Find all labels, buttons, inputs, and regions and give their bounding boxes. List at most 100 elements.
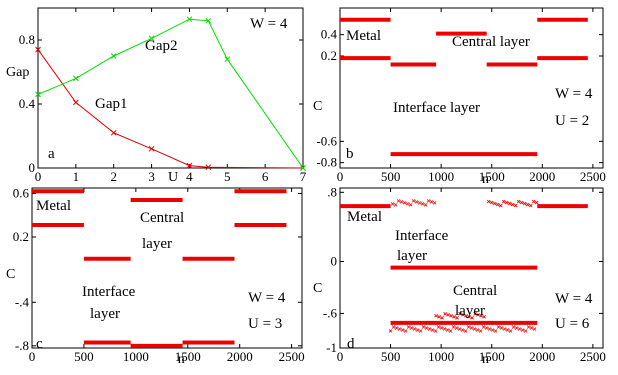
data-point (532, 327, 537, 331)
y-tick-label: 0.4 (19, 96, 36, 111)
data-point (442, 327, 447, 331)
y-axis-label: C (313, 281, 322, 296)
annotation: Metal (36, 198, 71, 214)
y-tick-label: -.8 (15, 338, 29, 353)
data-point (473, 312, 477, 316)
data-point (508, 329, 513, 333)
y-axis-label: C (313, 99, 322, 114)
data-point (505, 328, 510, 332)
annotation: U = 2 (555, 113, 589, 129)
y-axis-label: Gap (6, 65, 29, 80)
annotation: Interface (395, 228, 449, 244)
data-point (504, 200, 509, 205)
data-point (490, 328, 495, 332)
data-point (148, 35, 155, 42)
data-point (516, 199, 521, 204)
panel-d: 0 500 1000 1500 2000 2500 .8 0 -.6 -1 Cn Metal Inter… (313, 184, 606, 367)
data-point (411, 199, 416, 203)
y-tick-label: -1 (326, 340, 337, 355)
data-point (528, 203, 533, 208)
x-axis-label: U (168, 170, 178, 185)
x-tick-label: 1000 (428, 169, 454, 184)
data-point (501, 199, 506, 204)
data-point (396, 199, 401, 203)
annotation: a (48, 146, 55, 162)
data-point (186, 162, 193, 169)
data-point (405, 202, 410, 206)
data-point (420, 202, 425, 206)
annotation: c (36, 336, 43, 352)
y-tick-label: -.6 (323, 305, 338, 320)
data-point (434, 314, 438, 318)
annotation: layer (455, 303, 485, 319)
annotation: Interface (82, 284, 136, 300)
data-point (224, 56, 231, 63)
data-point (489, 200, 494, 205)
data-point (397, 327, 402, 331)
data-point (388, 329, 393, 333)
data-point (470, 316, 474, 320)
data-point (394, 326, 399, 330)
data-point (409, 326, 414, 330)
y-tick-label: 0.2 (13, 229, 29, 244)
data-point (417, 201, 422, 205)
data-point (464, 314, 468, 318)
data-point (406, 325, 411, 329)
annotation: Interface layer (393, 100, 480, 116)
annotation: W = 4 (555, 86, 593, 102)
x-axis-label: n (482, 172, 489, 187)
annotation: d (347, 336, 355, 352)
x-tick-label: 2500 (580, 349, 606, 364)
x-tick-label: 0 (337, 169, 344, 184)
y-tick-label: .8 (327, 184, 337, 199)
x-tick-label: 500 (381, 349, 401, 364)
data-point (534, 200, 539, 205)
y-tick-label: 0.6 (13, 185, 30, 200)
x-tick-label: 4 (186, 169, 193, 184)
data-point (424, 326, 429, 330)
data-point (529, 326, 534, 330)
annotation: layer (397, 248, 427, 264)
data-point (205, 164, 212, 171)
x-tick-label: 500 (74, 349, 94, 364)
y-tick-label: 0.4 (321, 27, 338, 42)
series-line-gap2 (37, 18, 304, 169)
data-point (499, 326, 504, 330)
data-point (426, 199, 431, 203)
data-point (469, 326, 474, 330)
data-point (403, 329, 408, 333)
panel-a: 0 1 2 3 4 5 6 7 0 0.4 0.8 Gap U W = 4 Gap2 Gap1 a (6, 7, 307, 185)
data-point (458, 312, 462, 316)
data-point (448, 329, 453, 333)
annotation: Gap2 (145, 38, 178, 54)
data-point (510, 202, 515, 207)
data-point (454, 326, 459, 330)
data-point (502, 327, 507, 331)
annotation: Central (453, 283, 497, 299)
data-point (186, 16, 193, 23)
data-point (481, 325, 486, 329)
x-tick-label: 2500 (580, 169, 606, 184)
x-axis-label: n (178, 352, 185, 367)
x-tick-label: 0 (35, 169, 42, 184)
data-point (496, 325, 501, 329)
y-tick-label: 0.8 (19, 32, 35, 47)
plot-frame (339, 7, 604, 169)
panel-c: 0 500 1000 1500 2000 2500 0.6 0.2 -.4 -.8 Cn Metal C… (6, 185, 305, 367)
data-point (300, 165, 306, 171)
data-point (400, 328, 405, 332)
data-point (402, 201, 407, 205)
x-tick-label: 0 (29, 349, 36, 364)
data-point (452, 315, 456, 319)
data-point (110, 53, 117, 59)
data-point (73, 75, 79, 82)
x-tick-label: 2000 (529, 169, 555, 184)
data-point (412, 327, 417, 331)
data-point (531, 199, 536, 204)
x-tick-label: 2000 (529, 349, 555, 364)
data-point (446, 313, 450, 317)
data-point (414, 200, 419, 204)
data-point (439, 326, 444, 330)
data-point (493, 329, 498, 333)
